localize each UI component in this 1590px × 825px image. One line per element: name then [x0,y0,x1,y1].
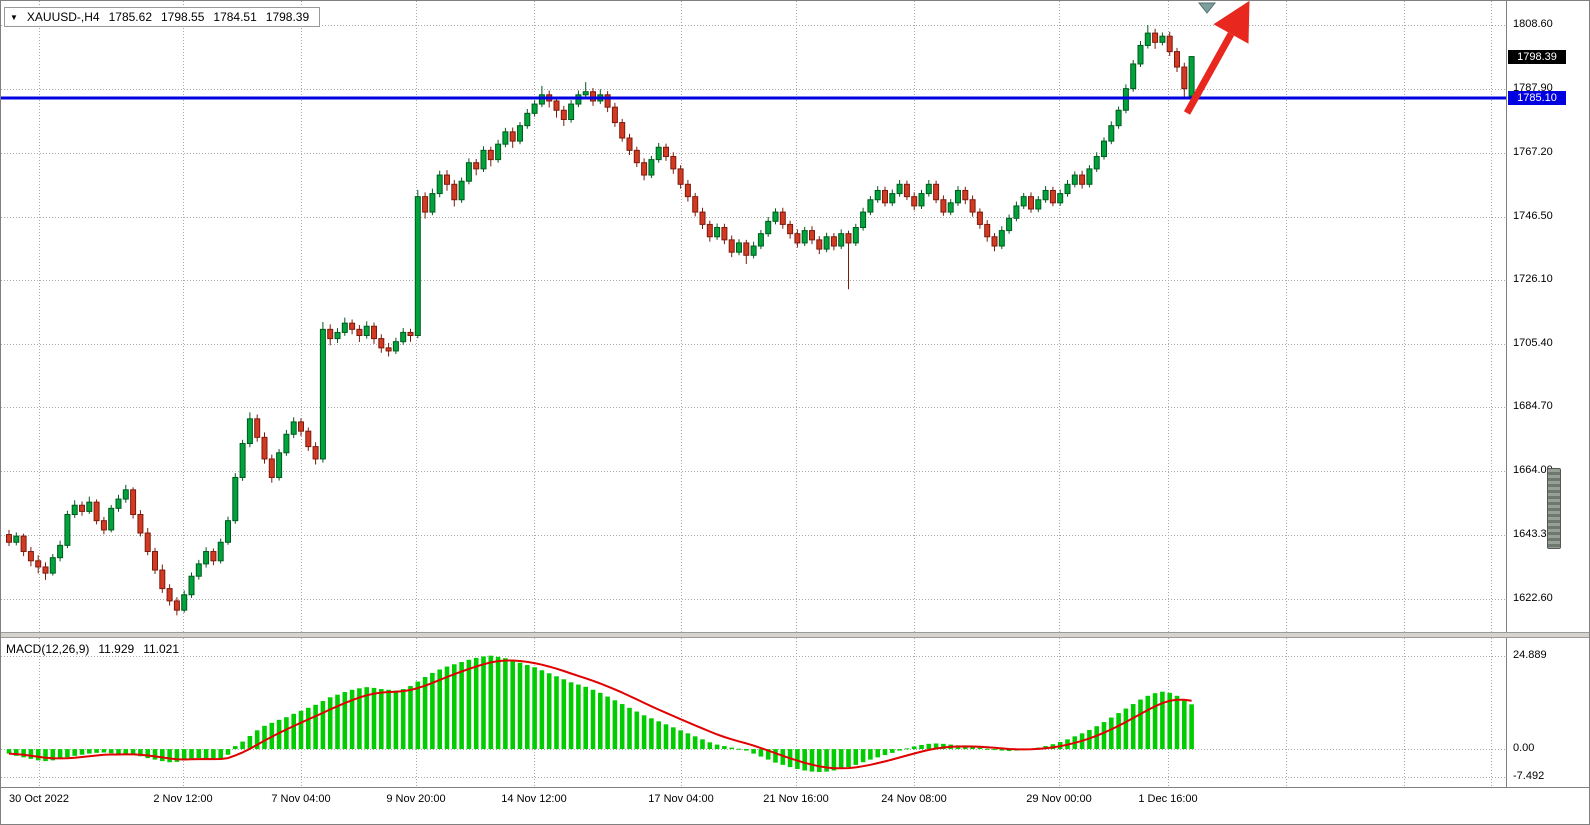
macd-info: MACD(12,26,9) 11.929 11.021 [6,642,179,656]
symbol-ohlc-info: ▼ XAUUSD-,H4 1785.62 1798.55 1784.51 179… [4,7,321,27]
hline-price-badge: 1785.10 [1508,90,1566,105]
time-axis-label: 21 Nov 16:00 [763,793,829,805]
price-axis-label: 1746.50 [1513,209,1553,222]
macd-axis-label: -7.492 [1513,770,1545,783]
macd-main-value: 11.929 [98,642,135,656]
price-axis-label: 1622.60 [1513,592,1553,605]
price-axis-label: 1808.60 [1513,18,1553,31]
price-axis-label: 1705.40 [1513,336,1553,349]
ohlc-close-value: 1798.39 [265,10,310,24]
time-axis-label: 9 Nov 20:00 [386,793,446,805]
price-axis-label: 1664.00 [1513,464,1553,477]
macd-axis-label: 24.889 [1513,648,1547,661]
macd-label: MACD(12,26,9) [6,642,90,656]
price-axis-label: 1767.20 [1513,145,1553,158]
time-axis-label: 29 Nov 00:00 [1026,793,1092,805]
macd-indicator-pane[interactable] [1,638,1506,787]
time-axis[interactable]: 30 Oct 2022 2 Nov 12:00 7 Nov 04:00 9 Nov 2… [1,787,1589,824]
symbol-period-label: XAUUSD-,H4 [26,10,100,24]
ohlc-low-value: 1784.51 [213,10,257,24]
ohlc-open-value: 1785.62 [108,10,152,24]
time-axis-label: 30 Oct 2022 [9,793,69,805]
price-axis-label: 1684.70 [1513,400,1553,413]
price-axis-label: 1643.30 [1513,528,1553,541]
time-axis-label: 7 Nov 04:00 [271,793,331,805]
time-axis-label: 14 Nov 12:00 [501,793,567,805]
time-axis-label: 24 Nov 08:00 [881,793,947,805]
time-axis-label: 2 Nov 12:00 [153,793,213,805]
candlestick-chart[interactable] [1,1,1506,633]
macd-axis-label: 0.00 [1513,742,1535,755]
time-axis-label: 1 Dec 16:00 [1138,793,1198,805]
price-axis-label: 1726.10 [1513,272,1553,285]
pane-separator[interactable] [1,632,1589,638]
macd-signal-value: 11.021 [143,642,179,656]
symbol-dropdown-icon[interactable]: ▼ [10,12,18,22]
price-scale[interactable]: 1798.39 1785.10 1808.60 1787.90 1767.20 174… [1506,1,1589,787]
scrollbar-thumb[interactable] [1547,468,1561,549]
ohlc-high-value: 1798.55 [161,10,205,24]
last-price-badge: 1798.39 [1508,49,1566,64]
time-axis-label: 17 Nov 04:00 [648,793,714,805]
